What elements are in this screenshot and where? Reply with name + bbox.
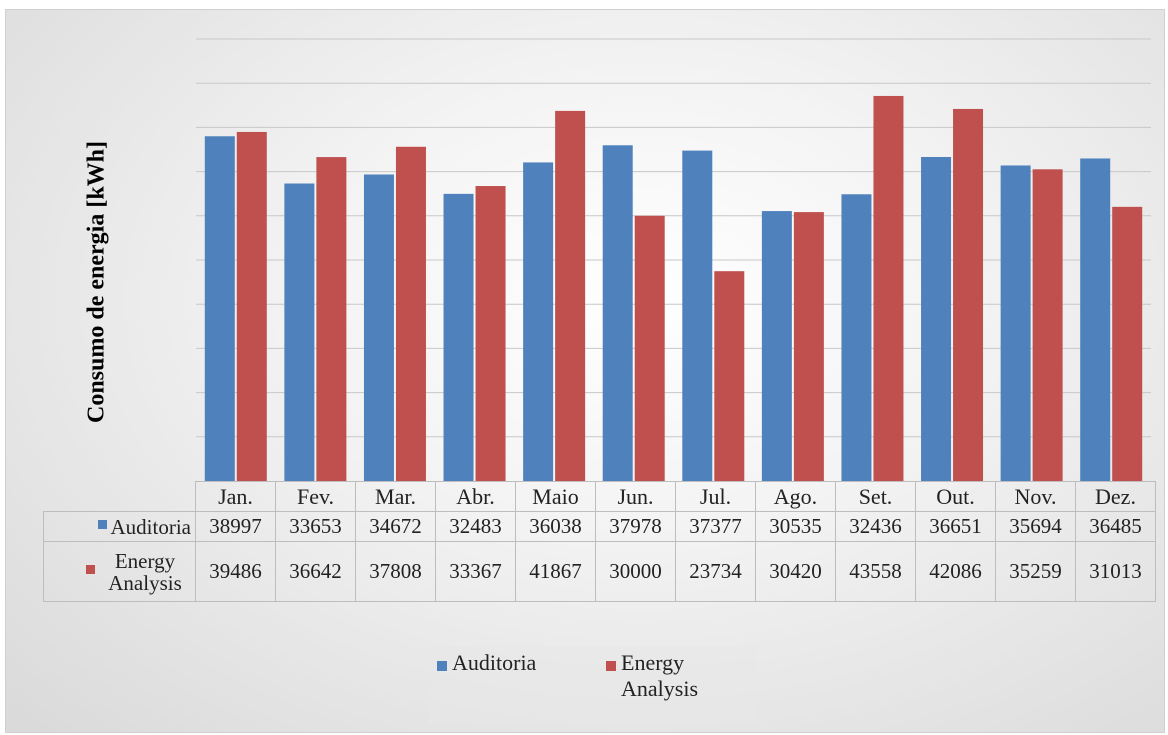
auditoria-swatch-icon [437,661,447,671]
data-value: 33367 [435,541,516,602]
bar-energy-analysis [714,271,745,481]
bar-energy-analysis [634,215,665,482]
data-value: 42086 [915,541,996,602]
legend-item-energy-analysis: Energy Analysis [606,650,751,702]
category-label: Maio [515,481,596,512]
series-row-energy-analysis: Energy Analysis 39486 36642 37808 33367 … [43,541,1156,602]
series-row-header: Auditoria [43,511,196,542]
bar-auditoria [761,211,792,481]
data-value: 38997 [195,511,276,542]
legend: Auditoria Energy Analysis [429,646,757,724]
legend-label: Energy Analysis [621,650,698,701]
bar-auditoria [841,194,872,482]
bar-auditoria [921,157,952,481]
data-value: 30420 [755,541,836,602]
data-value: 36642 [275,541,356,602]
bar-auditoria [1080,158,1111,481]
data-value: 34672 [355,511,436,542]
data-value: 30000 [595,541,676,602]
data-value: 37377 [675,511,756,542]
data-table: Jan. Fev. Mar. Abr. Maio Jun. Jul. Ago. … [43,481,1156,602]
bar-energy-analysis [475,186,506,482]
category-label: Abr. [435,481,516,512]
data-value: 36038 [515,511,596,542]
data-value: 35694 [995,511,1076,542]
bar-auditoria [602,145,633,481]
category-label: Mar. [355,481,436,512]
data-value: 32483 [435,511,516,542]
category-label: Nov. [995,481,1076,512]
category-label: Jan. [195,481,276,512]
legend-label: Auditoria [452,650,537,675]
data-value: 31013 [1075,541,1156,602]
data-value: 43558 [835,541,916,602]
series-name: Auditoria [110,514,191,539]
data-value: 35259 [995,541,1076,602]
auditoria-swatch-icon [97,520,107,529]
bar-auditoria [284,183,315,481]
bar-energy-analysis [953,108,984,481]
energy-analysis-swatch-icon [86,565,95,574]
energy-analysis-swatch-icon [606,661,616,671]
bar-auditoria [204,136,235,481]
data-value: 37978 [595,511,676,542]
bar-auditoria [1000,165,1031,482]
category-label: Out. [915,481,996,512]
category-label: Ago. [755,481,836,512]
bar-energy-analysis [793,212,824,481]
bar-energy-analysis [1112,206,1143,481]
category-label: Jun. [595,481,676,512]
bar-energy-analysis [555,110,586,481]
category-row: Jan. Fev. Mar. Abr. Maio Jun. Jul. Ago. … [44,481,1156,512]
data-value: 41867 [515,541,596,602]
data-value: 30535 [755,511,836,542]
category-label: Jul. [675,481,756,512]
category-label: Dez. [1075,481,1156,512]
bar-energy-analysis [873,95,904,482]
legend-item-auditoria: Auditoria [437,650,536,676]
category-label: Fev. [275,481,356,512]
bar-energy-analysis [395,146,426,481]
data-value: 39486 [195,541,276,602]
series-row-auditoria: Auditoria 38997 33653 34672 32483 36038 … [43,511,1156,542]
data-value: 33653 [275,511,356,542]
bar-energy-analysis [316,157,347,481]
bar-auditoria [682,150,713,481]
bar-energy-analysis [1032,169,1063,482]
data-value: 23734 [675,541,756,602]
category-label: Set. [835,481,916,512]
series-name: Energy Analysis [108,548,182,595]
bar-auditoria [523,162,554,482]
bar-auditoria [443,193,474,481]
data-value: 36485 [1075,511,1156,542]
data-value: 36651 [915,511,996,542]
bar-auditoria [363,174,394,482]
data-value: 32436 [835,511,916,542]
bar-energy-analysis [236,131,267,481]
series-row-header: Energy Analysis [43,541,196,602]
data-value: 37808 [355,541,436,602]
